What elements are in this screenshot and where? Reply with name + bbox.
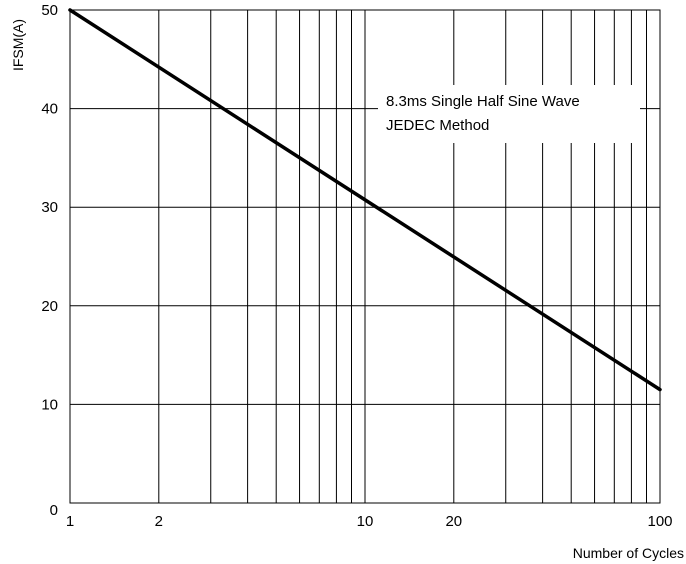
x-axis-title: Number of Cycles [573,545,684,561]
y-tick-label: 20 [41,298,58,315]
y-tick-label: 30 [41,199,58,216]
y-tick-label: 40 [41,101,58,118]
y-tick-label: 10 [41,396,58,413]
y-tick-label: 0 [50,502,58,519]
x-tick-label: 1 [66,513,74,530]
annotation-background [378,85,640,143]
x-tick-label: 10 [357,513,374,530]
annotation: 8.3ms Single Half Sine Wave JEDEC Method [378,85,640,143]
x-tick-label: 20 [445,513,462,530]
plot-frame [69,9,661,504]
y-tick-labels: 0 10 20 30 40 50 [41,2,58,519]
series-layer [68,8,662,392]
annotation-line-1: 8.3ms Single Half Sine Wave [386,93,580,110]
series-line [68,8,662,392]
y-axis-title: IFSM(A) [10,19,26,71]
x-tick-label: 100 [647,513,672,530]
y-tick-label: 50 [41,2,58,19]
annotation-line-2: JEDEC Method [386,117,489,134]
x-tick-labels: 1 2 10 20 100 [66,513,673,530]
grid [70,10,660,503]
x-tick-label: 2 [155,513,163,530]
